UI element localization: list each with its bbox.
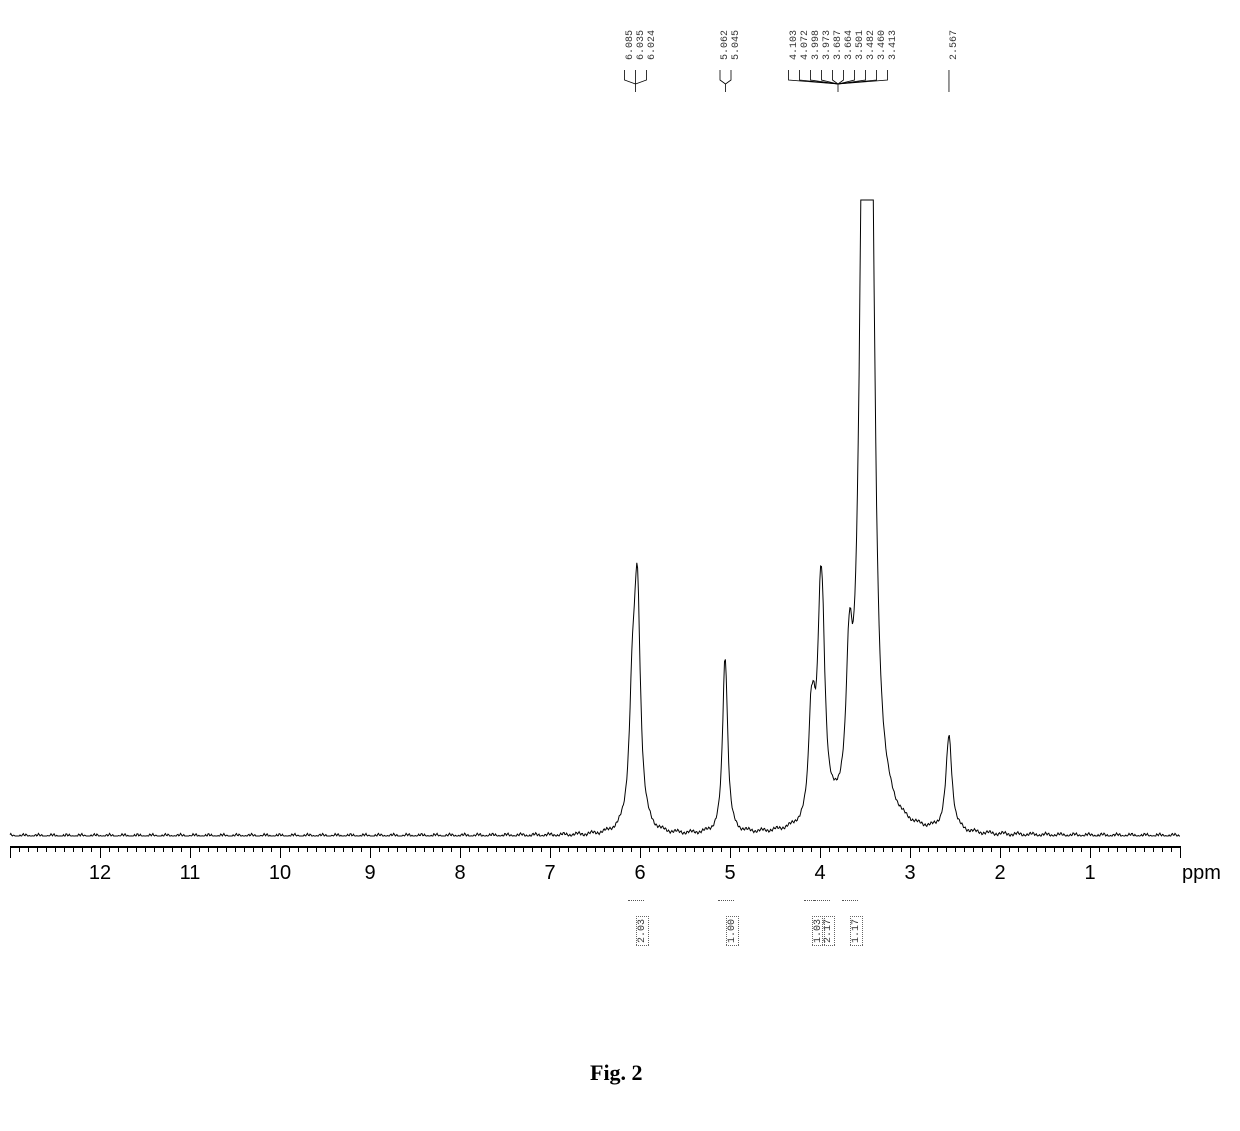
integral-value-label: 1.17	[850, 916, 863, 946]
integral-bracket	[814, 900, 830, 901]
nmr-figure: 121110987654321ppm6.0856.0356.0245.0625.…	[0, 0, 1240, 1131]
figure-caption: Fig. 2	[590, 1060, 643, 1086]
integral-value-label: 1.00	[726, 916, 739, 946]
integral-value-label: 2.03	[636, 916, 649, 946]
integral-bracket	[842, 900, 858, 901]
integral-bracket	[628, 900, 644, 901]
peak-label-tree	[0, 0, 1240, 200]
integral-value-label: 2.17	[822, 916, 835, 946]
integral-bracket	[718, 900, 734, 901]
